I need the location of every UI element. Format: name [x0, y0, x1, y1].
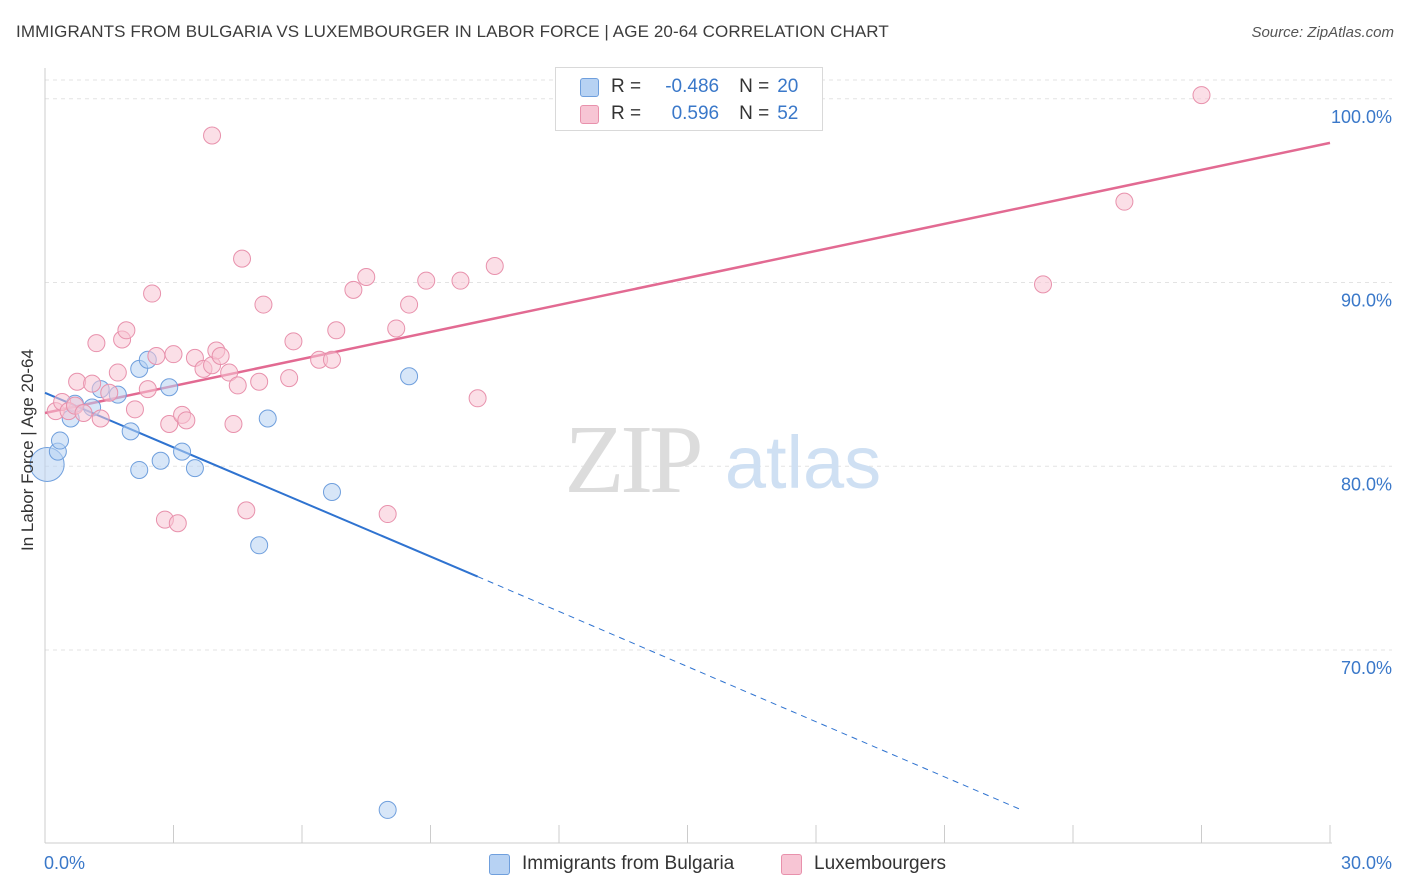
legend-r-value: -0.486 [665, 76, 720, 97]
data-points [29, 86, 1211, 819]
legend-swatch-blue [580, 77, 599, 97]
legend-row-bulgaria: R = -0.486 N = 20 [580, 75, 798, 99]
data-point-luxembourgers [100, 383, 119, 402]
series-legend: Immigrants from Bulgaria Luxembourgers [0, 851, 1406, 877]
data-point-luxembourgers [280, 369, 299, 388]
chart-title: IMMIGRANTS FROM BULGARIA VS LUXEMBOURGER… [16, 22, 889, 41]
data-point-bulgaria [258, 409, 277, 428]
data-point-luxembourgers [168, 514, 187, 533]
data-point-luxembourgers [220, 363, 239, 382]
data-point-luxembourgers [344, 280, 363, 299]
data-point-luxembourgers [203, 126, 222, 145]
legend-n-label: N = [739, 103, 770, 124]
data-point-bulgaria [322, 483, 341, 502]
data-point-luxembourgers [387, 319, 406, 338]
data-point-luxembourgers [143, 284, 162, 303]
y-tick-label: 100.0% [1331, 107, 1392, 127]
data-point-luxembourgers [284, 332, 303, 351]
legend-r-label: R = [611, 76, 642, 97]
data-point-luxembourgers [1034, 275, 1053, 294]
data-point-luxembourgers [68, 372, 87, 391]
data-point-luxembourgers [83, 374, 102, 393]
data-point-luxembourgers [160, 415, 179, 434]
data-point-luxembourgers [138, 380, 157, 399]
data-point-luxembourgers [125, 400, 144, 419]
data-point-luxembourgers [1192, 86, 1211, 105]
legend-n-value: 20 [777, 76, 799, 97]
legend-label-bulgaria: Immigrants from Bulgaria [522, 853, 735, 874]
data-point-bulgaria [160, 378, 179, 397]
data-point-luxembourgers [233, 249, 252, 268]
legend-label-luxembourgers: Luxembourgers [814, 853, 947, 874]
watermark-zip: ZIP [565, 406, 700, 514]
y-axis-label: In Labor Force | Age 20-64 [18, 349, 37, 551]
data-point-bulgaria [250, 536, 269, 555]
data-point-luxembourgers [237, 501, 256, 520]
legend-item-bulgaria[interactable]: Immigrants from Bulgaria [489, 851, 734, 877]
data-point-luxembourgers [322, 350, 341, 369]
data-point-luxembourgers [417, 271, 436, 290]
data-point-luxembourgers [87, 334, 106, 353]
data-point-bulgaria [50, 431, 69, 450]
y-axis-label-wrap: In Labor Force | Age 20-64 [16, 260, 40, 640]
data-point-luxembourgers [485, 256, 504, 275]
y-tick-label: 90.0% [1341, 291, 1392, 311]
data-point-bulgaria [185, 459, 204, 478]
y-tick-label: 80.0% [1341, 474, 1392, 494]
data-point-luxembourgers [177, 411, 196, 430]
data-point-luxembourgers [147, 347, 166, 366]
data-point-bulgaria [151, 451, 170, 470]
legend-r-value: 0.596 [671, 103, 720, 124]
data-point-luxembourgers [451, 271, 470, 290]
data-point-luxembourgers [228, 376, 247, 395]
data-point-bulgaria [173, 442, 192, 461]
data-point-luxembourgers [108, 363, 127, 382]
data-point-luxembourgers [400, 295, 419, 314]
legend-r-label: R = [611, 103, 642, 124]
trend-line-bulgaria [44, 391, 479, 578]
data-point-luxembourgers [211, 347, 230, 366]
legend-n-label: N = [739, 76, 770, 97]
data-point-bulgaria [130, 460, 149, 479]
watermark: ZIP atlas [565, 406, 882, 514]
data-point-luxembourgers [378, 505, 397, 524]
watermark-atlas: atlas [725, 421, 881, 504]
trend-lines [44, 141, 1331, 811]
data-point-luxembourgers [254, 295, 273, 314]
data-point-bulgaria [121, 422, 140, 441]
data-point-bulgaria [378, 800, 397, 819]
trend-line-luxembourgers [44, 141, 1331, 415]
data-point-luxembourgers [357, 268, 376, 287]
data-point-luxembourgers [327, 321, 346, 340]
data-point-luxembourgers [117, 321, 136, 340]
legend-swatch-pink [580, 104, 599, 124]
data-point-bulgaria [400, 367, 419, 386]
y-tick-label: 70.0% [1341, 658, 1392, 678]
data-point-luxembourgers [164, 345, 183, 364]
legend-row-luxembourgers: R = 0.596 N = 52 [580, 102, 798, 126]
correlation-legend: R = -0.486 N = 20 R = 0.596 N = 52 [555, 67, 823, 131]
chart-source: Source: ZipAtlas.com [1251, 24, 1394, 41]
data-point-luxembourgers [74, 403, 93, 422]
data-point-luxembourgers [91, 409, 110, 428]
legend-swatch-blue [489, 853, 510, 875]
data-point-luxembourgers [1115, 192, 1134, 211]
legend-n-value: 52 [777, 103, 799, 124]
trend-line-bulgaria-extrapolated [477, 576, 1022, 811]
legend-swatch-pink [781, 853, 802, 875]
data-point-luxembourgers [224, 415, 243, 434]
tick-labels: 70.0% 80.0% 90.0% 100.0% 0.0% 30.0% [44, 107, 1392, 873]
data-point-luxembourgers [250, 372, 269, 391]
x-tick-label: 30.0% [1341, 853, 1392, 873]
gridlines [45, 79, 1392, 651]
legend-item-luxembourgers[interactable]: Luxembourgers [781, 851, 946, 877]
x-tick-label: 0.0% [44, 853, 85, 873]
data-point-luxembourgers [468, 389, 487, 408]
